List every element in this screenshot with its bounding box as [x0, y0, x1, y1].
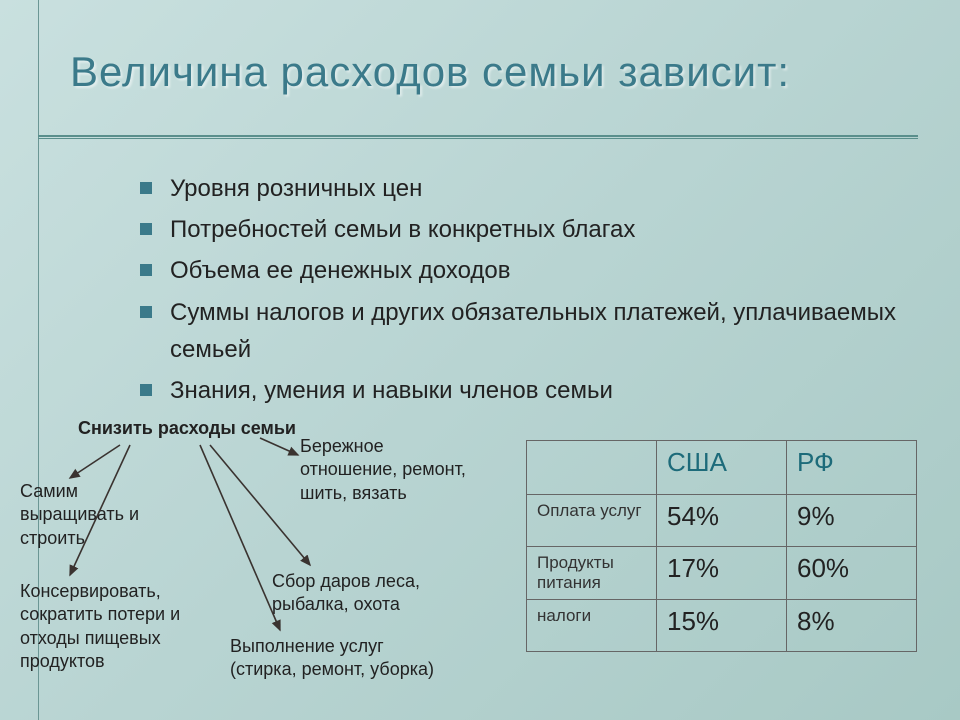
diagram-root-label: Снизить расходы семьи [78, 418, 296, 439]
bullet-text: Уровня розничных цен [170, 175, 422, 202]
bullet-item: Объема ее денежных доходов [140, 252, 900, 289]
bullet-item: Суммы налогов и других обязательных плат… [140, 294, 900, 368]
diagram-leaf-4: Сбор даров леса, рыбалка, охота [272, 570, 472, 617]
table-row-label: Оплата услуг [527, 495, 657, 547]
bullet-text: Суммы налогов и других обязательных плат… [170, 299, 896, 363]
bullet-item: Знания, умения и навыки членов семьи [140, 372, 900, 409]
bullet-text: Объема ее денежных доходов [170, 257, 511, 284]
bullet-item: Потребностей семьи в конкретных благах [140, 211, 900, 248]
bullet-text: Потребностей семьи в конкретных благах [170, 216, 635, 243]
diagram-leaf-3: Бережное отношение, ремонт, шить, вязать [300, 435, 480, 505]
table-header-row: США РФ [527, 441, 917, 495]
table-cell: 54% [657, 495, 787, 547]
table-cell: 17% [657, 547, 787, 600]
table-cell: 60% [787, 547, 917, 600]
bullet-text: Знания, умения и навыки членов семьи [170, 377, 613, 404]
table-col-header-rf: РФ [787, 441, 917, 495]
bullet-list: Уровня розничных цен Потребностей семьи … [140, 170, 900, 413]
bullet-item: Уровня розничных цен [140, 170, 900, 207]
table-row-label: налоги [527, 600, 657, 652]
slide-title: Величина расходов семьи зависит: [70, 48, 790, 96]
title-underline-rule [38, 135, 918, 139]
comparison-table: США РФ Оплата услуг 54% 9% Продукты пита… [526, 440, 917, 652]
diagram-leaf-2: Консервировать, сократить потери и отход… [20, 580, 220, 674]
table-col-header-usa: США [657, 441, 787, 495]
table-corner-cell [527, 441, 657, 495]
table-row: Продукты питания 17% 60% [527, 547, 917, 600]
table-row-label: Продукты питания [527, 547, 657, 600]
diagram-leaf-5: Выполнение услуг (стирка, ремонт, уборка… [230, 635, 450, 682]
table-cell: 8% [787, 600, 917, 652]
table-cell: 9% [787, 495, 917, 547]
table-cell: 15% [657, 600, 787, 652]
table-row: Оплата услуг 54% 9% [527, 495, 917, 547]
diagram-leaf-1: Самим выращивать и строить [20, 480, 160, 550]
table-row: налоги 15% 8% [527, 600, 917, 652]
